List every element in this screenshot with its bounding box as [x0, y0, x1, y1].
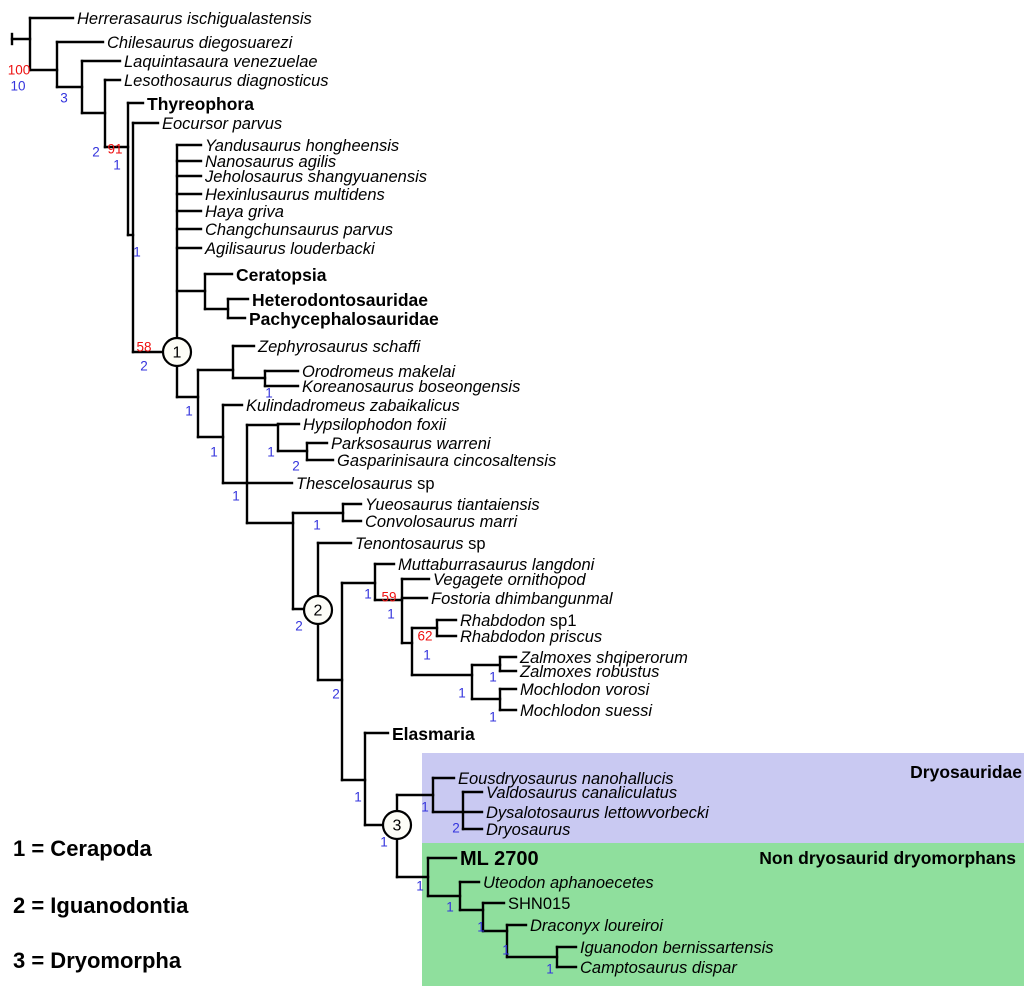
support-value-blue: 1	[113, 158, 121, 173]
taxon-label: Orodromeus makelai	[302, 363, 456, 381]
support-value-blue: 1	[416, 879, 424, 894]
taxon-label: Kulindadromeus zabaikalicus	[246, 397, 460, 415]
taxon-label: Mochlodon suessi	[520, 702, 653, 720]
clade-node-number-1: 1	[173, 345, 182, 362]
taxon-label: ML 2700	[460, 848, 539, 870]
legend-item-dryomorpha: 3 = Dryomorpha	[13, 948, 182, 973]
taxon-label: Jeholosaurus shangyuanensis	[204, 168, 427, 186]
taxon-label: Mochlodon vorosi	[520, 681, 651, 699]
taxon-label: Laquintasaura venezuelae	[124, 53, 318, 71]
taxon-label: Heterodontosauridae	[252, 290, 428, 310]
support-value-blue: 1	[133, 245, 141, 260]
legend-item-cerapoda: 1 = Cerapoda	[13, 836, 152, 861]
support-value-blue: 3	[60, 91, 68, 106]
support-value-blue: 1	[458, 686, 466, 701]
taxon-label: Lesothosaurus diagnosticus	[124, 72, 329, 90]
clade-node-circle-2	[302, 594, 334, 626]
taxon-label: Tenontosaurus sp	[355, 535, 486, 553]
clade-node-number-2: 2	[314, 603, 323, 620]
taxon-label: Zalmoxes robustus	[519, 663, 659, 681]
clade-node-circle-1	[161, 336, 193, 368]
support-value-blue: 2	[452, 821, 460, 836]
taxon-label: Agilisaurus louderbacki	[204, 240, 376, 258]
taxon-label: Vegagete ornithopod	[433, 571, 586, 589]
support-value-blue: 2	[92, 145, 100, 160]
taxon-label: Zephyrosaurus schaffi	[257, 338, 422, 356]
taxon-label: Ceratopsia	[236, 265, 327, 285]
support-value-red: 100	[8, 63, 31, 78]
support-value-blue: 10	[10, 79, 25, 94]
support-value-blue: 1	[477, 920, 485, 935]
support-value-blue: 2	[295, 619, 303, 634]
taxon-label: Fostoria dhimbangunmal	[431, 590, 614, 608]
taxon-label: Rhabdodon priscus	[460, 628, 602, 646]
support-value-blue: 1	[380, 835, 388, 850]
support-value-blue: 2	[140, 359, 148, 374]
clade-box-dryosauridae	[422, 753, 1024, 843]
support-value-blue: 1	[265, 386, 273, 401]
taxon-label: Rhabdodon sp1	[460, 612, 577, 630]
taxon-label: Elasmaria	[392, 724, 475, 744]
taxon-label: Parksosaurus warreni	[331, 435, 492, 453]
taxon-label: Yandusaurus hongheensis	[205, 137, 399, 155]
taxon-label: Pachycephalosauridae	[249, 309, 439, 329]
support-value-blue: 1	[232, 489, 240, 504]
clade-box-label-dryosauridae: Dryosauridae	[910, 762, 1022, 782]
taxon-label: SHN015	[508, 895, 570, 913]
support-value-blue: 1	[210, 445, 218, 460]
clade-node-number-3: 3	[393, 818, 402, 835]
taxon-label: Thescelosaurus sp	[296, 475, 435, 493]
support-value-blue: 1	[364, 587, 372, 602]
clade-box-non-dryosaurid-dryomorphans	[422, 843, 1024, 986]
support-value-blue: 1	[185, 404, 193, 419]
support-value-blue: 1	[546, 962, 554, 977]
support-value-blue: 2	[292, 459, 300, 474]
taxon-label: Draconyx loureiroi	[530, 917, 664, 935]
taxon-label: Convolosaurus marri	[365, 513, 519, 531]
support-value-red: 91	[107, 142, 122, 157]
taxon-label: Chilesaurus diegosuarezi	[107, 34, 294, 52]
taxon-label: Hexinlusaurus multidens	[205, 186, 385, 204]
taxon-label: Haya griva	[205, 203, 284, 221]
taxon-label: Zalmoxes shqiperorum	[519, 649, 688, 667]
support-value-blue: 1	[267, 445, 275, 460]
clade-box-label-non-dryosaurid-dryomorphans: Non dryosaurid dryomorphans	[759, 848, 1016, 868]
support-value-blue: 1	[387, 607, 395, 622]
support-value-red: 62	[417, 629, 432, 644]
taxon-label: Changchunsaurus parvus	[205, 221, 393, 239]
support-value-blue: 1	[489, 710, 497, 725]
taxon-label: Yueosaurus tiantaiensis	[365, 496, 540, 514]
taxon-label: Koreanosaurus boseongensis	[302, 378, 520, 396]
taxon-label: Herrerasaurus ischigualastensis	[77, 10, 312, 28]
taxon-label: Thyreophora	[147, 94, 254, 114]
taxon-label: Eocursor parvus	[162, 115, 282, 133]
support-value-blue: 1	[421, 800, 429, 815]
support-value-blue: 1	[354, 790, 362, 805]
legend-item-iguanodontia: 2 = Iguanodontia	[13, 893, 189, 918]
taxon-label: Valdosaurus canaliculatus	[486, 784, 677, 802]
support-value-blue: 1	[423, 648, 431, 663]
taxon-label: Hypsilophodon foxii	[303, 416, 447, 434]
taxon-label: Eousdryosaurus nanohallucis	[458, 770, 674, 788]
support-value-red: 58	[136, 340, 151, 355]
taxon-label: Camptosaurus dispar	[580, 959, 738, 977]
clade-node-circle-3	[381, 809, 413, 841]
taxon-label: Dysalotosaurus lettowvorbecki	[486, 804, 710, 822]
taxon-label: Dryosaurus	[486, 821, 570, 839]
taxon-label: Gasparinisaura cincosaltensis	[337, 452, 556, 470]
support-value-red: 59	[381, 590, 396, 605]
support-value-blue: 1	[446, 900, 454, 915]
taxon-label: Nanosaurus agilis	[205, 153, 336, 171]
support-value-blue: 2	[332, 687, 340, 702]
taxon-label: Muttaburrasaurus langdoni	[398, 556, 596, 574]
support-value-blue: 1	[502, 943, 510, 958]
taxon-label: Uteodon aphanoecetes	[483, 874, 654, 892]
support-value-blue: 1	[489, 670, 497, 685]
support-value-blue: 1	[313, 518, 321, 533]
taxon-label: Iguanodon bernissartensis	[580, 939, 774, 957]
